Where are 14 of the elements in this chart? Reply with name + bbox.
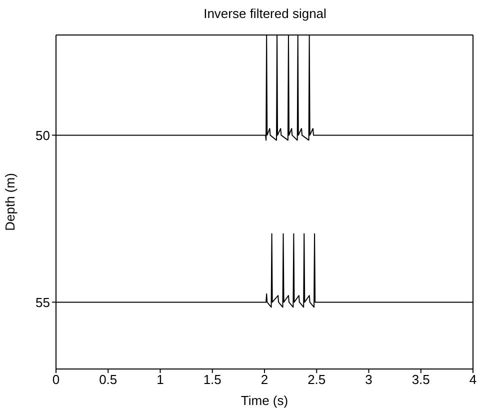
y-tick-label: 50 [36, 128, 50, 143]
y-axis-title: Depth (m) [2, 173, 18, 231]
x-tick-label: 4 [469, 372, 477, 388]
x-tick-label: 0.5 [99, 372, 118, 388]
x-axis-title: Time (s) [240, 393, 288, 408]
x-tick-label: 1 [156, 372, 164, 388]
x-tick-label: 1.5 [203, 372, 222, 388]
x-tick-label: 3 [365, 372, 372, 388]
x-tick-label: 2.5 [308, 372, 326, 388]
chart-title: Inverse filtered signal [202, 5, 328, 23]
x-tick-label: 3.5 [412, 372, 430, 388]
x-tick-label: 0 [52, 372, 60, 388]
y-tick-label: 55 [36, 294, 50, 310]
x-tick-label: 2 [260, 372, 268, 388]
